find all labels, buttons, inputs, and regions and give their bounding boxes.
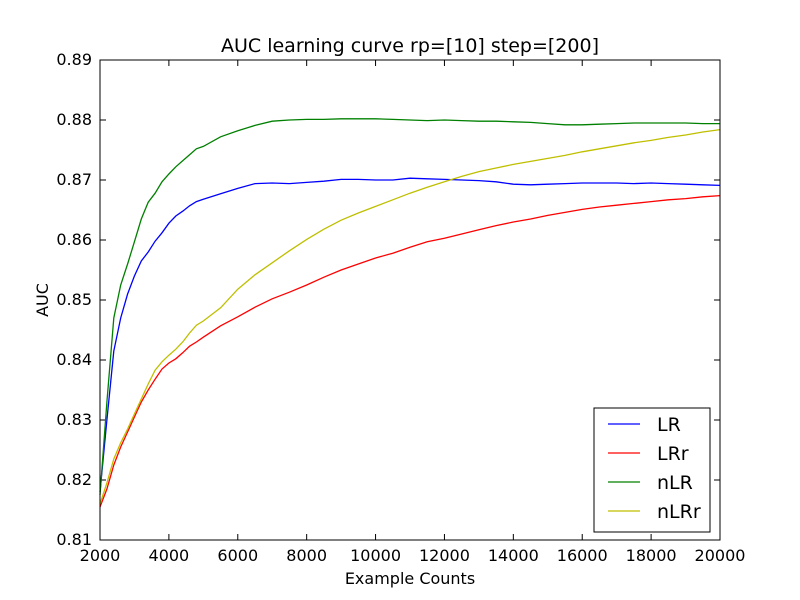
y-axis-label: AUC	[33, 283, 52, 317]
legend-label-lr: LR	[657, 414, 681, 436]
plot-area-frame	[99, 59, 721, 541]
y-tick-label: 0.83	[56, 410, 92, 429]
legend: LR LRr nLR nLRr	[593, 407, 711, 533]
series-line-lr	[99, 177, 721, 493]
legend-label-lrr: LRr	[657, 443, 689, 465]
x-tick-label: 18000	[626, 546, 677, 565]
y-tick-label: 0.84	[56, 350, 92, 369]
x-tick-label: 16000	[557, 546, 608, 565]
axis-ticks: 2000 4000 6000 8000 10000 12000 14000 16000 1800…	[56, 50, 745, 565]
y-tick-label: 0.89	[56, 50, 92, 69]
x-tick-label: 10000	[350, 546, 401, 565]
legend-label-nlrr: nLRr	[657, 501, 701, 523]
series-line-lrr	[99, 194, 721, 508]
y-tick-label: 0.88	[56, 110, 92, 129]
x-tick-label: 4000	[149, 546, 190, 565]
x-tick-label: 20000	[695, 546, 746, 565]
series-line-nlrr	[99, 128, 721, 505]
series-lines	[99, 118, 721, 508]
x-tick-label: 14000	[488, 546, 539, 565]
x-tick-label: 12000	[419, 546, 470, 565]
y-tick-label: 0.81	[56, 530, 92, 549]
x-axis-label: Example Counts	[345, 569, 475, 588]
legend-label-nlr: nLR	[657, 472, 693, 494]
y-tick-label: 0.87	[56, 170, 92, 189]
x-tick-label: 2000	[80, 546, 121, 565]
x-tick-label: 8000	[286, 546, 327, 565]
chart-title: AUC learning curve rp=[10] step=[200]	[221, 35, 599, 57]
x-tick-label: 6000	[217, 546, 258, 565]
y-tick-label: 0.82	[56, 470, 92, 489]
y-tick-label: 0.85	[56, 290, 92, 309]
y-tick-label: 0.86	[56, 230, 92, 249]
series-line-nlr	[99, 118, 720, 496]
